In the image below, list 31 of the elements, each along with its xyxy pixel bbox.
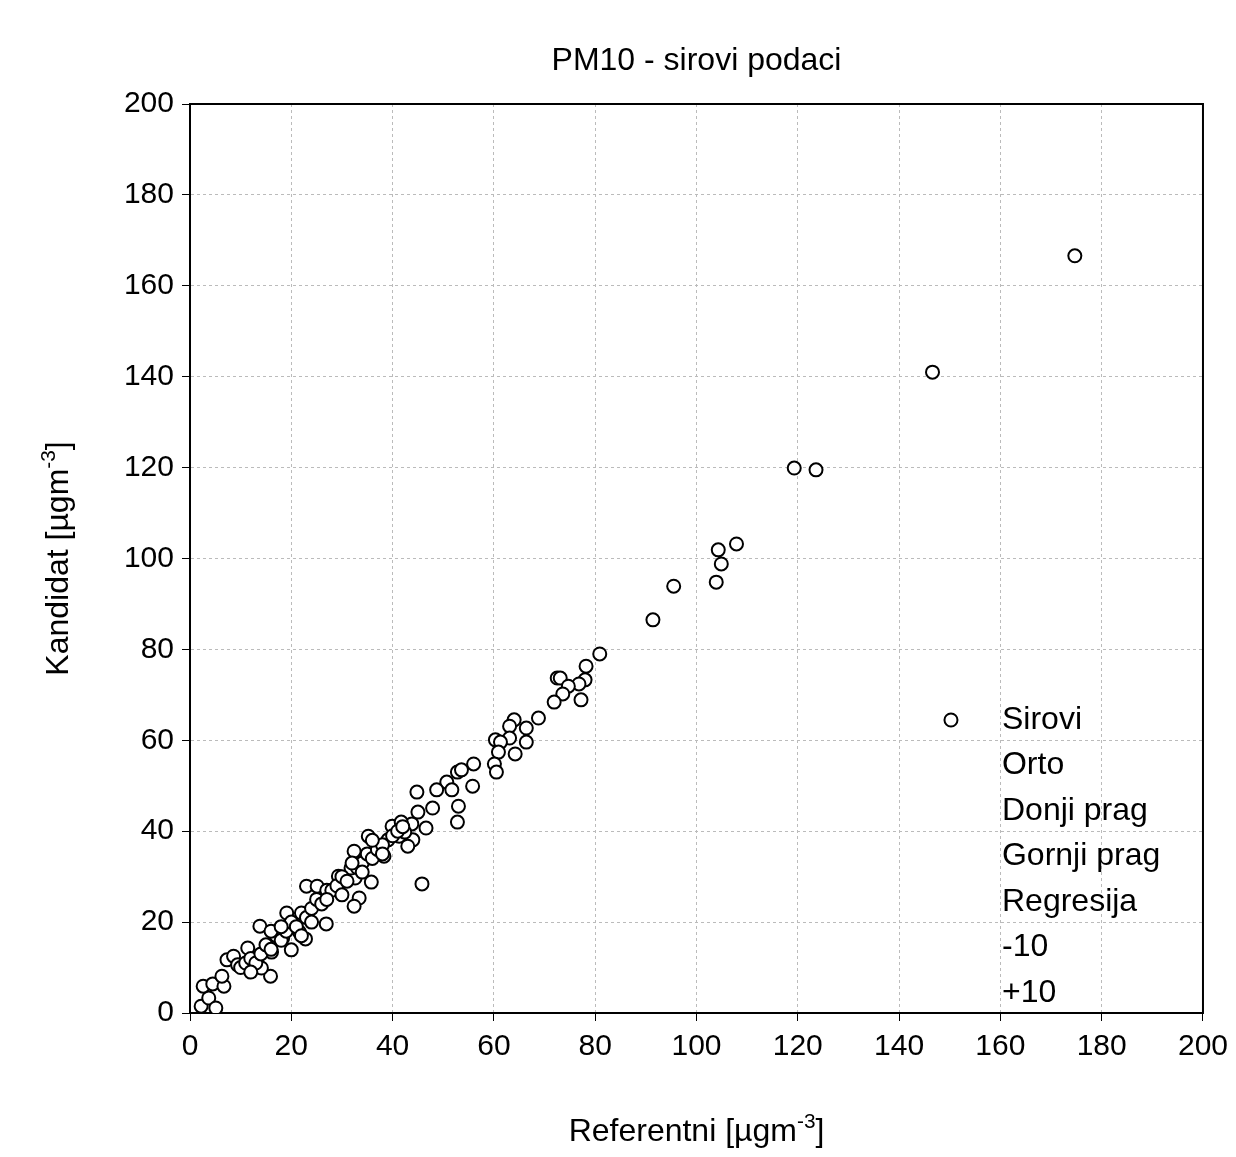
x-tick-label: 60 (477, 1028, 511, 1062)
y-tick-label: 160 (123, 267, 174, 301)
y-tick-label: 40 (140, 812, 174, 846)
x-tick-label: 200 (1177, 1028, 1228, 1062)
x-tick-label: 180 (1076, 1028, 1127, 1062)
y-axis-title: Kandidat [µgm-3] (36, 441, 75, 676)
y-tick-label: 0 (157, 994, 174, 1028)
legend-label: Sirovi (1001, 699, 1082, 736)
x-tick-label: 120 (772, 1028, 823, 1062)
y-tick-label: 60 (140, 721, 174, 755)
x-tick-label: 20 (274, 1028, 308, 1062)
y-tick-label: 180 (123, 176, 174, 210)
y-tick-label: 20 (140, 903, 174, 937)
x-tick-label: 0 (181, 1028, 199, 1062)
x-tick-label: 100 (671, 1028, 722, 1062)
y-tick-label: 80 (140, 630, 174, 664)
y-tick-label: 120 (123, 448, 174, 482)
annotation: Gornji prag (1001, 836, 1161, 873)
annotation: -10 (1001, 927, 1049, 964)
x-tick-label: 80 (578, 1028, 612, 1062)
x-tick-label: 160 (975, 1028, 1026, 1062)
y-tick-label: 200 (123, 85, 174, 119)
chart-title: PM10 - sirovi podaci (551, 41, 842, 77)
y-tick-label: 100 (123, 539, 174, 573)
annotation: Donji prag (1001, 790, 1148, 827)
y-tick-label: 140 (123, 357, 174, 391)
annotation: Orto (1001, 745, 1065, 782)
x-tick-label: 40 (375, 1028, 410, 1062)
annotation: Regresija (1001, 881, 1138, 918)
annotation: +10 (1001, 972, 1057, 1009)
x-tick-label: 140 (874, 1028, 925, 1062)
